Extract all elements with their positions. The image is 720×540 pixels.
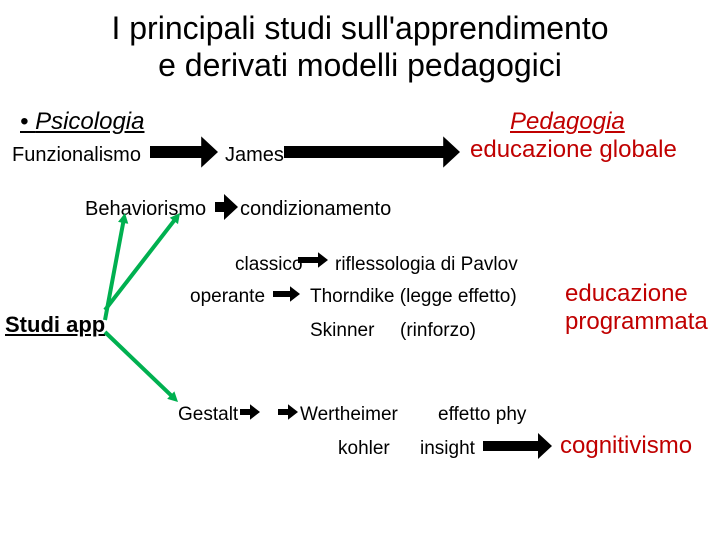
- arrow-icon: [273, 286, 300, 302]
- arrow-icon: [278, 404, 298, 420]
- pedagogia-label: Pedagogia: [510, 108, 625, 136]
- operante-label: operante: [190, 286, 265, 308]
- cognitivismo-label: cognitivismo: [560, 432, 692, 460]
- rinforzo-label: (rinforzo): [400, 320, 476, 342]
- arrow-icon: [103, 213, 128, 320]
- classico-label: classico: [235, 254, 303, 276]
- riflessologia-label: riflessologia di Pavlov: [335, 254, 518, 276]
- behaviorismo-label: Behaviorismo: [85, 198, 206, 221]
- kohler-label: kohler: [338, 438, 390, 460]
- wertheimer-label: Wertheimer: [300, 404, 398, 426]
- arrow-icon: [150, 136, 218, 167]
- james-label: James: [225, 144, 284, 167]
- arrow-icon: [104, 331, 178, 402]
- thorndike-label: Thorndike (legge effetto): [310, 286, 517, 308]
- arrow-icon: [240, 404, 260, 420]
- effetto-phy-label: effetto phy: [438, 404, 526, 426]
- arrow-icon: [215, 194, 238, 220]
- arrow-icon: [284, 136, 460, 167]
- educazione-programmata-1: educazione: [565, 280, 688, 308]
- educazione-globale-label: educazione globale: [470, 136, 677, 164]
- page-title: I principali studi sull'apprendimento e …: [0, 0, 720, 84]
- studi-app-label: Studi app: [5, 312, 105, 338]
- condizionamento-label: condizionamento: [240, 198, 391, 221]
- title-line2: e derivati modelli pedagogici: [158, 47, 562, 83]
- title-line1: I principali studi sull'apprendimento: [111, 10, 608, 46]
- funzionalismo-label: Funzionalismo: [12, 144, 141, 167]
- gestalt-label: Gestalt: [178, 404, 238, 426]
- skinner-label: Skinner: [310, 320, 374, 342]
- insight-label: insight: [420, 438, 475, 460]
- arrow-icon: [103, 213, 180, 311]
- arrow-icon: [483, 433, 552, 459]
- educazione-programmata-2: programmata: [565, 308, 708, 336]
- psicologia-label: • Psicologia: [20, 108, 144, 136]
